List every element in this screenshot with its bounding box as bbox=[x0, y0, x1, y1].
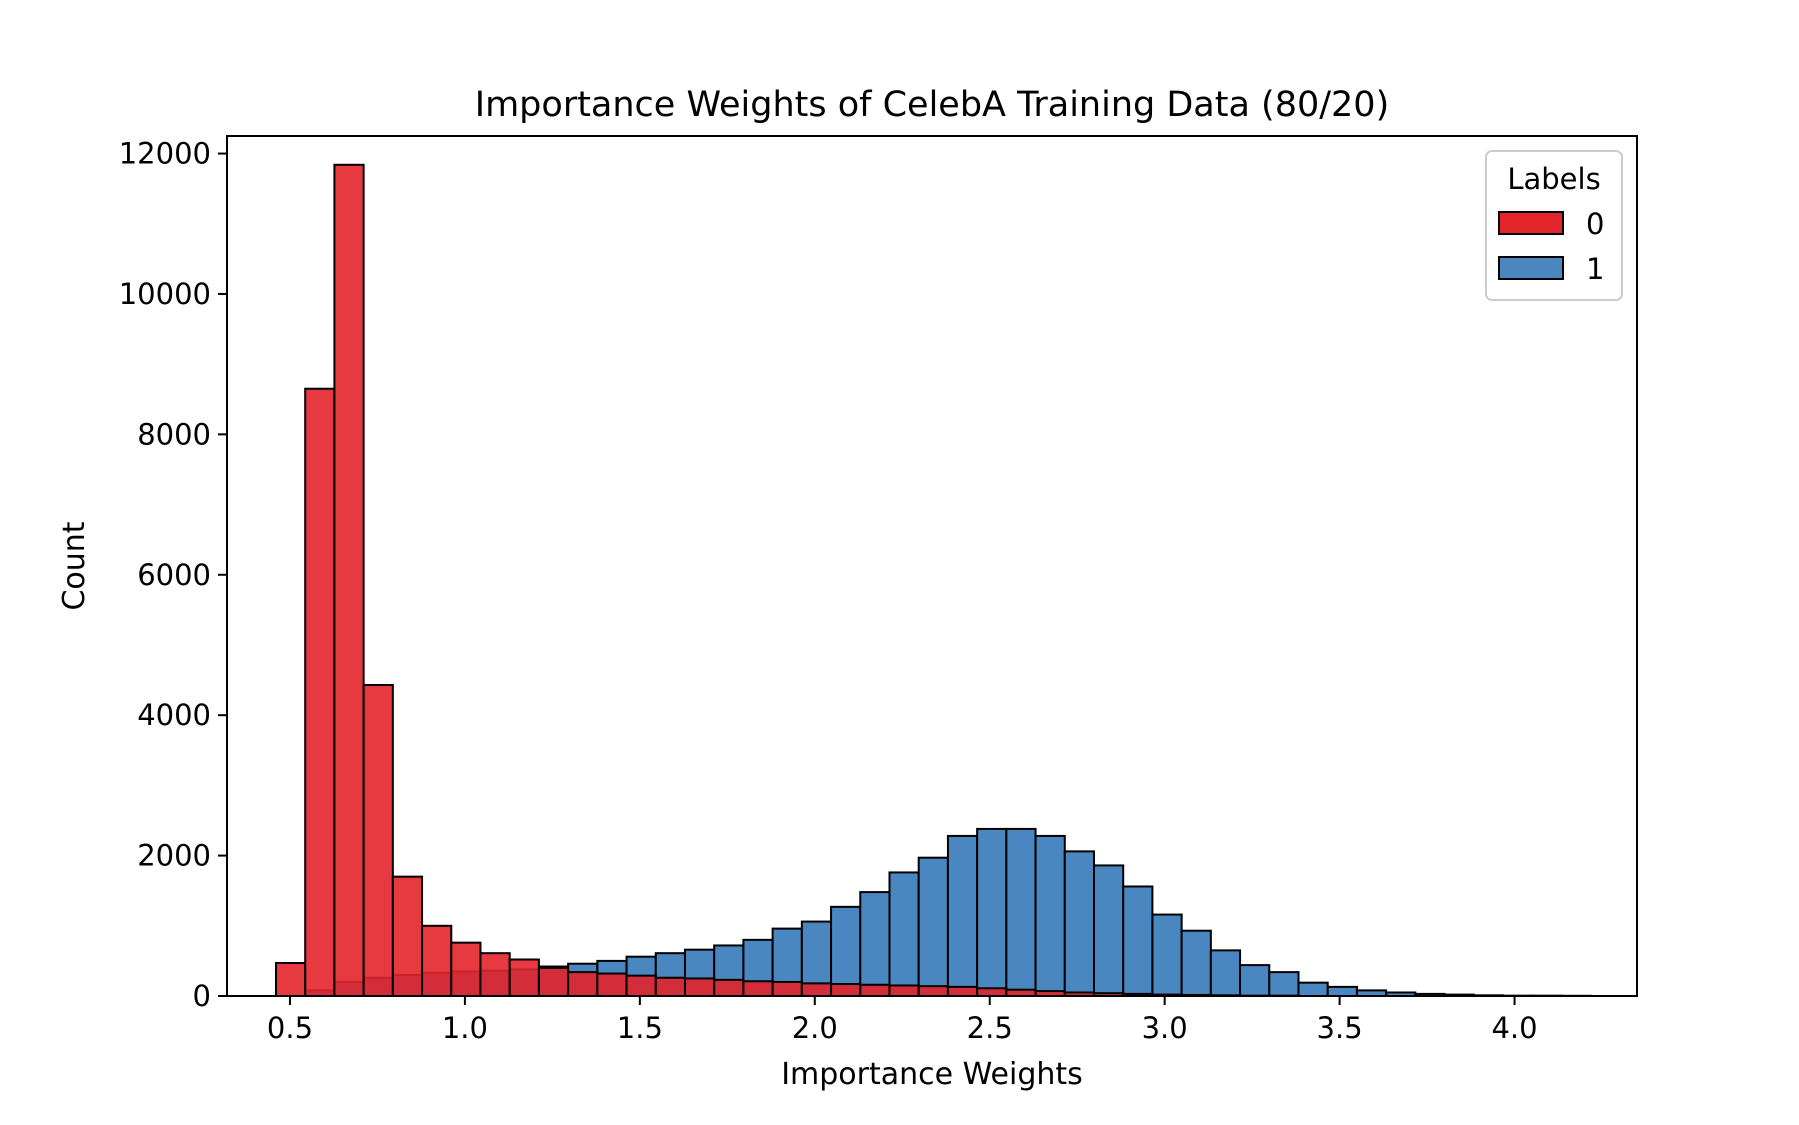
legend-swatch-0 bbox=[1498, 211, 1564, 235]
bar-series-1-bin-36 bbox=[1326, 985, 1358, 998]
x-tick-label: 2.5 bbox=[967, 1011, 1013, 1045]
bar-series-0-bin-11 bbox=[596, 972, 628, 997]
x-tick-label: 3.5 bbox=[1317, 1011, 1363, 1045]
bar-series-1-bin-31 bbox=[1180, 929, 1212, 997]
bar-series-1-bin-34 bbox=[1268, 971, 1300, 998]
y-axis-label: Count bbox=[57, 521, 92, 610]
bar-series-1-bin-27 bbox=[1063, 850, 1095, 997]
y-tick-label: 0 bbox=[193, 979, 211, 1013]
bar-series-0-bin-23 bbox=[946, 985, 979, 998]
bar-series-0-bin-10 bbox=[567, 971, 599, 998]
bar-series-0-bin-12 bbox=[625, 974, 657, 997]
bar-series-1-bin-19 bbox=[830, 905, 862, 998]
legend-label-1: 1 bbox=[1586, 252, 1604, 286]
bar-series-1-bin-22 bbox=[917, 856, 949, 997]
bar-series-0-bin-16 bbox=[742, 980, 774, 997]
bar-series-1-bin-32 bbox=[1209, 949, 1242, 998]
plot-area-frame bbox=[226, 135, 1638, 997]
bar-series-0-bin-24 bbox=[976, 987, 1008, 997]
bar-series-0-bin-21 bbox=[888, 984, 920, 997]
bar-series-0-bin-22 bbox=[917, 985, 949, 998]
bar-series-0-bin-5 bbox=[421, 924, 453, 997]
bar-series-0-bin-0 bbox=[274, 962, 307, 998]
x-tick-label: 1.0 bbox=[442, 1011, 488, 1045]
bar-series-1-bin-20 bbox=[859, 891, 891, 997]
bar-series-1-bin-25 bbox=[1005, 827, 1037, 998]
bar-series-0-bin-13 bbox=[654, 976, 686, 998]
x-tick-label: 2.0 bbox=[792, 1011, 838, 1045]
bar-series-0-bin-6 bbox=[450, 941, 482, 997]
bar-series-0-bin-2 bbox=[333, 163, 365, 997]
bar-series-0-bin-8 bbox=[508, 958, 540, 998]
legend-title: Labels bbox=[1507, 162, 1600, 196]
bar-series-0-bin-9 bbox=[537, 966, 570, 998]
bar-series-1-bin-35 bbox=[1297, 981, 1329, 998]
y-tick-label: 2000 bbox=[137, 839, 211, 873]
legend-label-0: 0 bbox=[1586, 207, 1604, 241]
bar-series-1-bin-28 bbox=[1092, 864, 1125, 997]
y-tick-label: 12000 bbox=[119, 137, 211, 171]
x-tick-label: 4.0 bbox=[1491, 1011, 1537, 1045]
bar-series-0-bin-3 bbox=[362, 683, 394, 997]
bar-series-0-bin-20 bbox=[859, 983, 891, 997]
bar-series-1-bin-29 bbox=[1122, 885, 1154, 997]
y-tick-label: 8000 bbox=[137, 417, 211, 451]
y-tick-label: 10000 bbox=[119, 277, 211, 311]
y-axis-ticks: 0 2000 4000 6000 8000 10000 12000 bbox=[119, 137, 227, 1013]
bar-series-0-bin-19 bbox=[830, 983, 862, 998]
bar-series-0-bin-14 bbox=[683, 977, 716, 997]
x-tick-label: 3.0 bbox=[1142, 1011, 1188, 1045]
chart-title: Importance Weights of CelebA Training Da… bbox=[475, 85, 1389, 125]
legend: Labels 0 1 bbox=[1485, 150, 1623, 301]
bar-series-1-bin-26 bbox=[1034, 834, 1066, 997]
bar-series-0-bin-1 bbox=[304, 387, 336, 997]
x-tick-label: 1.5 bbox=[617, 1011, 663, 1045]
x-tick-label: 0.5 bbox=[267, 1011, 313, 1045]
bar-series-0-bin-4 bbox=[391, 875, 424, 998]
series-0-bars bbox=[274, 163, 1300, 998]
bar-series-1-bin-23 bbox=[946, 834, 979, 997]
y-tick-label: 6000 bbox=[137, 558, 211, 592]
bar-series-1-bin-24 bbox=[976, 827, 1008, 998]
bar-series-0-bin-17 bbox=[771, 980, 803, 997]
bar-series-1-bin-30 bbox=[1151, 913, 1183, 998]
bar-series-0-bin-15 bbox=[713, 978, 745, 998]
bar-series-0-bin-7 bbox=[479, 952, 511, 998]
bar-series-0-bin-18 bbox=[800, 982, 833, 998]
bar-series-1-bin-33 bbox=[1239, 964, 1271, 998]
x-axis-label: Importance Weights bbox=[781, 1057, 1083, 1092]
x-axis-ticks: 0.5 1.0 1.5 2.0 2.5 3.0 3.5 4.0 bbox=[267, 996, 1538, 1045]
bar-series-1-bin-21 bbox=[888, 871, 920, 997]
y-tick-label: 4000 bbox=[137, 698, 211, 732]
legend-swatch-1 bbox=[1498, 256, 1564, 280]
